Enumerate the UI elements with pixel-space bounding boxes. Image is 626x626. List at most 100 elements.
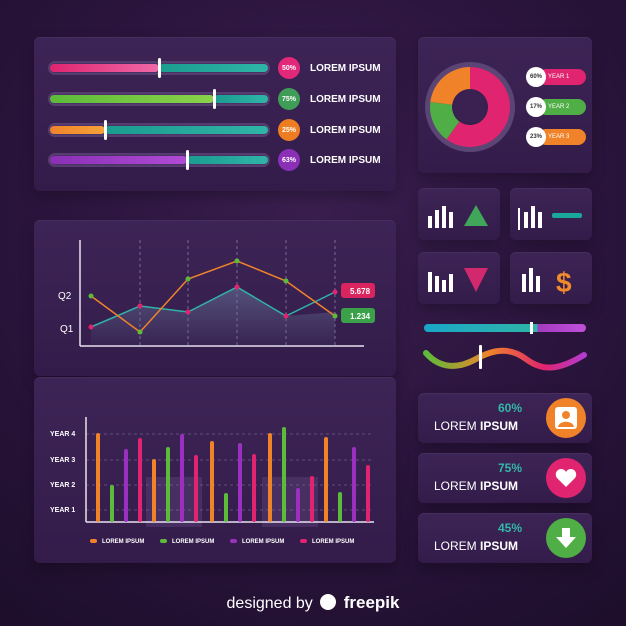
footer-credit: designed by freepik (0, 593, 626, 613)
donut-panel: 60% YEAR 1 17% YEAR 2 23% YEAR 3 (418, 37, 592, 173)
y-tick-label: Q2 (58, 291, 72, 302)
user-icon (555, 407, 577, 429)
icon-bar (531, 206, 535, 228)
stat-text-b: IPSUM (480, 539, 519, 553)
slider-track[interactable] (48, 58, 270, 78)
line-chart: Q2 Q1 5.678 1.234 (58, 240, 375, 347)
point (234, 284, 240, 290)
range-track[interactable] (424, 324, 586, 332)
point (88, 293, 94, 299)
slider-rest (159, 64, 268, 72)
year-pill: YEAR 2 (538, 99, 586, 115)
heart-shape (555, 469, 577, 487)
slider-rest (187, 156, 268, 164)
slider-track[interactable] (48, 89, 270, 109)
slider-handle[interactable] (104, 120, 107, 140)
widget-trend-down[interactable] (418, 252, 500, 304)
year-row-2: 17% YEAR 2 (526, 97, 586, 117)
area-fill (91, 287, 335, 346)
range-slider[interactable] (424, 321, 586, 335)
stat-percent: 60% (498, 401, 523, 415)
legend-item: LOREM IPSUM (160, 539, 214, 545)
donut-ring-bg (425, 62, 515, 152)
legend-label: LOREM IPSUM (312, 539, 355, 545)
widget-revenue[interactable]: $ (510, 252, 592, 304)
icon-bar (435, 210, 439, 228)
icon-bar (529, 268, 533, 292)
legend-label: LOREM IPSUM (102, 539, 145, 545)
stat-icon-circle[interactable] (546, 398, 586, 438)
bar (210, 441, 214, 522)
point (88, 324, 94, 330)
slider-rest (105, 126, 268, 134)
slider-track[interactable] (48, 120, 270, 140)
slider-row-1[interactable]: 50% LOREM IPSUM (48, 57, 381, 79)
user-icon-head (562, 411, 570, 419)
year-pill: YEAR 3 (538, 129, 586, 145)
percent-badge: 75% (278, 88, 300, 110)
stat-text: LOREM IPSUM (434, 479, 518, 493)
bar (138, 438, 142, 522)
slider-handle[interactable] (158, 58, 161, 78)
value-badge-bg (341, 283, 375, 298)
stat-card-2: 75% LOREM IPSUM (418, 453, 592, 503)
point (185, 309, 191, 315)
bar (96, 433, 100, 522)
legend-swatch (160, 539, 167, 544)
icon-bar (442, 280, 446, 292)
footer-brand: freepik (343, 593, 400, 612)
slider-handle[interactable] (186, 150, 189, 170)
range-slider-graphic (424, 321, 586, 335)
series-line-teal (90, 286, 336, 328)
bar (194, 455, 198, 522)
slider-label: LOREM IPSUM (310, 155, 381, 166)
slider-label: LOREM IPSUM (310, 125, 381, 136)
slider-row-2[interactable]: 75% LOREM IPSUM (48, 88, 381, 110)
slider-row-3[interactable]: 25% LOREM IPSUM (48, 119, 381, 141)
range-handle[interactable] (530, 321, 533, 335)
widget-trend-flat[interactable] (510, 188, 592, 240)
stat-text-a: LOREM (434, 479, 477, 493)
wave-track[interactable] (423, 347, 587, 371)
dollar-icon: $ (556, 267, 572, 298)
slider-rest (214, 95, 268, 103)
year-row-1: 60% YEAR 1 (526, 67, 586, 87)
icon-bar (536, 276, 540, 292)
y-tick-label: YEAR 3 (50, 457, 75, 464)
slider-fill (50, 126, 105, 134)
point (283, 278, 289, 284)
slider-handle[interactable] (213, 89, 216, 109)
stat-icon-circle[interactable] (546, 518, 586, 558)
icon-bar (449, 212, 453, 228)
bar-chart-panel: YEAR 4 YEAR 3 YEAR 2 YEAR 1 LOREM IPSUM … (34, 377, 396, 563)
slider-track[interactable] (48, 150, 270, 170)
legend-swatch (230, 539, 237, 544)
legend-item: LOREM IPSUM (90, 539, 144, 545)
widget-graphic (518, 206, 582, 230)
point (185, 276, 191, 282)
value-badge-bg (341, 308, 375, 323)
y-tick-label: YEAR 1 (50, 507, 75, 514)
wave-handle[interactable] (479, 345, 482, 369)
minus-icon (552, 213, 582, 218)
value-badge: 1.234 (350, 312, 371, 321)
arrow-down-icon (556, 528, 576, 548)
donut-chart (425, 62, 515, 152)
widget-trend-up[interactable] (418, 188, 500, 240)
stat-icon-circle[interactable] (546, 458, 586, 498)
year-percent: 23% (526, 127, 546, 147)
year-pill: YEAR 1 (538, 69, 586, 85)
slider-label: LOREM IPSUM (310, 63, 381, 74)
arrow-down-icon (464, 268, 488, 292)
bar (224, 493, 228, 522)
stat-percent: 45% (498, 521, 523, 535)
y-tick-label: Q1 (60, 324, 74, 335)
slider-label: LOREM IPSUM (310, 94, 381, 105)
stat-text: LOREM IPSUM (434, 539, 518, 553)
user-icon-body (558, 421, 574, 427)
wave-slider[interactable] (420, 343, 590, 377)
bar-chart: YEAR 4 YEAR 3 YEAR 2 YEAR 1 (50, 417, 374, 527)
stat-text-a: LOREM (434, 419, 477, 433)
slider-row-4[interactable]: 63% LOREM IPSUM (48, 149, 381, 171)
slider-fill (50, 156, 187, 164)
